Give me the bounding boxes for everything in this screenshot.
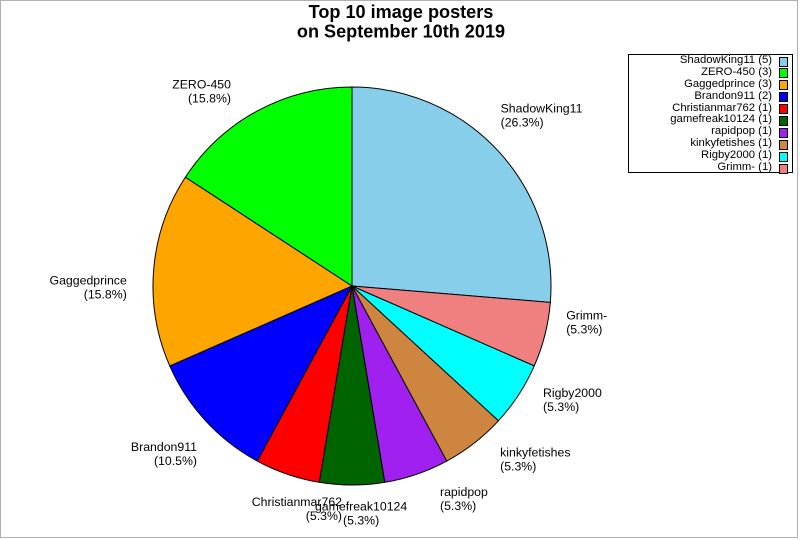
svg-text:on September 10th 2019: on September 10th 2019 <box>297 22 505 42</box>
svg-text:ShadowKing11(26.3%): ShadowKing11 (26.3%) <box>501 102 583 130</box>
svg-text:Brandon911(10.5%): Brandon911 (10.5%) <box>131 440 197 468</box>
svg-text:Rigby2000(5.3%): Rigby2000 (5.3%) <box>543 386 602 414</box>
svg-text:Christianmar762(5.3%): Christianmar762 (5.3%) <box>252 495 342 523</box>
svg-text:Top 10 image posters: Top 10 image posters <box>309 2 494 22</box>
svg-text:Grimm-(5.3%): Grimm-(5.3%) <box>566 309 607 337</box>
svg-text:kinkyfetishes(5.3%): kinkyfetishes (5.3%) <box>500 445 570 473</box>
svg-text:rapidpop(5.3%): rapidpop (5.3%) <box>440 485 488 513</box>
svg-text:ZERO-450(15.8%): ZERO-450 (15.8%) <box>172 77 231 105</box>
svg-text:Gaggedprince(15.8%): Gaggedprince (15.8%) <box>50 274 127 302</box>
